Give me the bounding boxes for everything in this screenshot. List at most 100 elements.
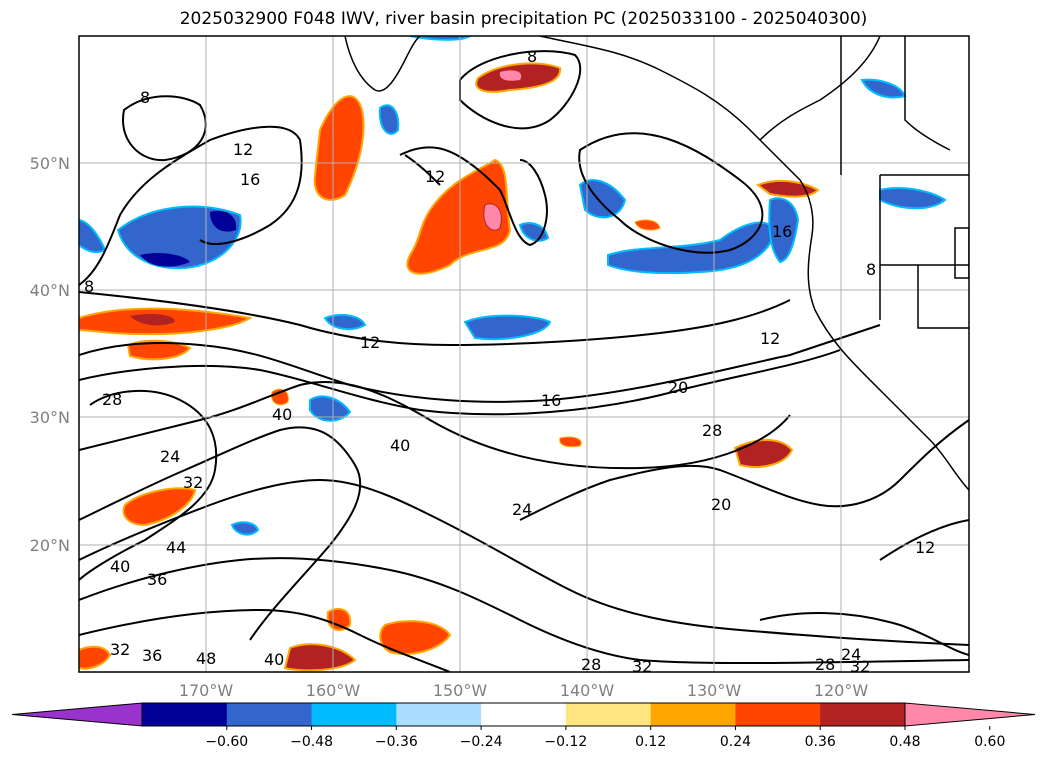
colorbar-segment [565,703,652,726]
contour-label: 20 [711,495,731,514]
contour-label: 12 [760,329,780,348]
lon-label: 140°W [560,681,615,700]
positive-anomaly-blob [379,620,452,656]
contour-label: 12 [915,538,935,557]
positive-anomaly-strong [499,70,522,81]
lat-label: 50°N [30,154,70,173]
colorbar-segment [481,703,567,726]
contour-label: 40 [272,405,292,424]
coastlines [344,36,969,491]
negative-anomaly-blob [879,187,947,210]
colorbar-outline [141,702,906,727]
colorbar-extend-high [904,702,1036,727]
contour-label: 24 [841,645,861,664]
contour-label: 28 [702,421,722,440]
contour-label: 32 [183,473,203,492]
map-area [79,36,969,672]
iwv-contours [79,50,969,672]
contour-label: 12 [233,140,253,159]
positive-anomaly-blob [313,95,365,201]
colorbar-segment [396,703,482,726]
contour-label: 28 [102,390,122,409]
lat-label: 30°N [30,408,70,427]
contour-label: 40 [110,557,130,576]
contour-label: 36 [147,570,167,589]
contour-label: 20 [668,378,688,397]
contour-label: 8 [84,277,94,296]
positive-anomaly-blob [126,339,192,361]
colorbar-segment [142,703,228,726]
colorbar-tick-label: 0.48 [889,734,920,750]
negative-anomaly-blob [323,313,367,331]
colorbar-tick-label: 0.36 [805,734,836,750]
positive-anomaly-blob [283,643,357,672]
positive-anomaly-blob [733,439,794,468]
contour-label: 8 [866,260,876,279]
contour-label: 24 [512,500,532,519]
lon-label: 170°W [179,681,234,700]
contour-label: 48 [196,649,216,668]
contour-label: 24 [160,447,180,466]
colorbar: −0.60 −0.48 −0.36 −0.24 −0.12 0.12 0.24 0.36 0.4… [11,702,1036,750]
precipitation-anomaly-fills [79,36,947,672]
contour-label: 32 [632,657,652,676]
colorbar-tick-label: 0.60 [974,734,1005,750]
colorbar-segment [735,703,821,726]
negative-anomaly-blob [378,104,400,135]
lat-label: 20°N [30,536,70,555]
negative-anomaly-blob [116,205,242,270]
contour-label: 28 [815,655,835,674]
contour-label: 40 [390,436,410,455]
lon-label: 160°W [306,681,361,700]
colorbar-tick-label: −0.36 [375,734,418,750]
positive-anomaly-blob [79,645,112,670]
positive-anomaly-blob [634,219,661,231]
negative-anomaly-blob [463,314,552,341]
positive-anomaly-strong [130,314,175,326]
latitude-axis: 50°N 40°N 30°N 20°N [30,154,70,555]
negative-anomaly-strong [140,252,190,267]
negative-anomaly-strong [210,210,237,232]
colorbar-tick-label: 0.24 [720,734,751,750]
contour-label: 16 [772,222,792,241]
contour-label: 12 [360,333,380,352]
contour-label: 28 [581,655,601,674]
lon-label: 150°W [433,681,488,700]
map-title: 2025032900 F048 IWV, river basin precipi… [179,9,868,29]
colorbar-extend-low [11,702,143,727]
positive-anomaly-blob [326,607,352,632]
colorbar-tick-label: −0.48 [290,734,333,750]
longitude-axis: 170°W 160°W 150°W 140°W 130°W 120°W [179,681,869,700]
lat-label: 40°N [30,281,70,300]
colorbar-segment [650,703,736,726]
colorbar-tick-label: −0.60 [205,734,248,750]
contour-label: 44 [166,538,186,557]
colorbar-segment [820,703,906,726]
colorbar-segment [311,703,397,726]
lon-label: 130°W [687,681,742,700]
positive-anomaly-strong [483,203,502,231]
lon-label: 120°W [814,681,869,700]
negative-anomaly-blob [768,197,800,264]
contour-label: 36 [142,646,162,665]
contour-label-group: 8 8 8 8 12 12 12 12 12 16 16 16 20 20 24… [84,47,935,676]
colorbar-tick-label: −0.24 [460,734,503,750]
contour-label: 16 [541,391,561,410]
colorbar-tick-label: −0.12 [544,734,587,750]
negative-anomaly-blob [309,395,352,422]
contour-label: 32 [850,657,870,676]
positive-anomaly-blob [559,436,582,448]
contour-label: 40 [264,650,284,669]
positive-anomaly-blob [122,487,197,527]
contour-label: 12 [425,167,445,186]
contour-label: 16 [240,170,260,189]
colorbar-segment [226,703,313,726]
contour-label: 8 [140,88,150,107]
contour-label: 32 [110,640,130,659]
map-frame [78,35,970,673]
positive-anomaly-blob [406,158,512,275]
negative-anomaly-blob [230,521,260,536]
contour-label: 8 [527,47,537,66]
colorbar-tick-label: 0.12 [635,734,666,750]
